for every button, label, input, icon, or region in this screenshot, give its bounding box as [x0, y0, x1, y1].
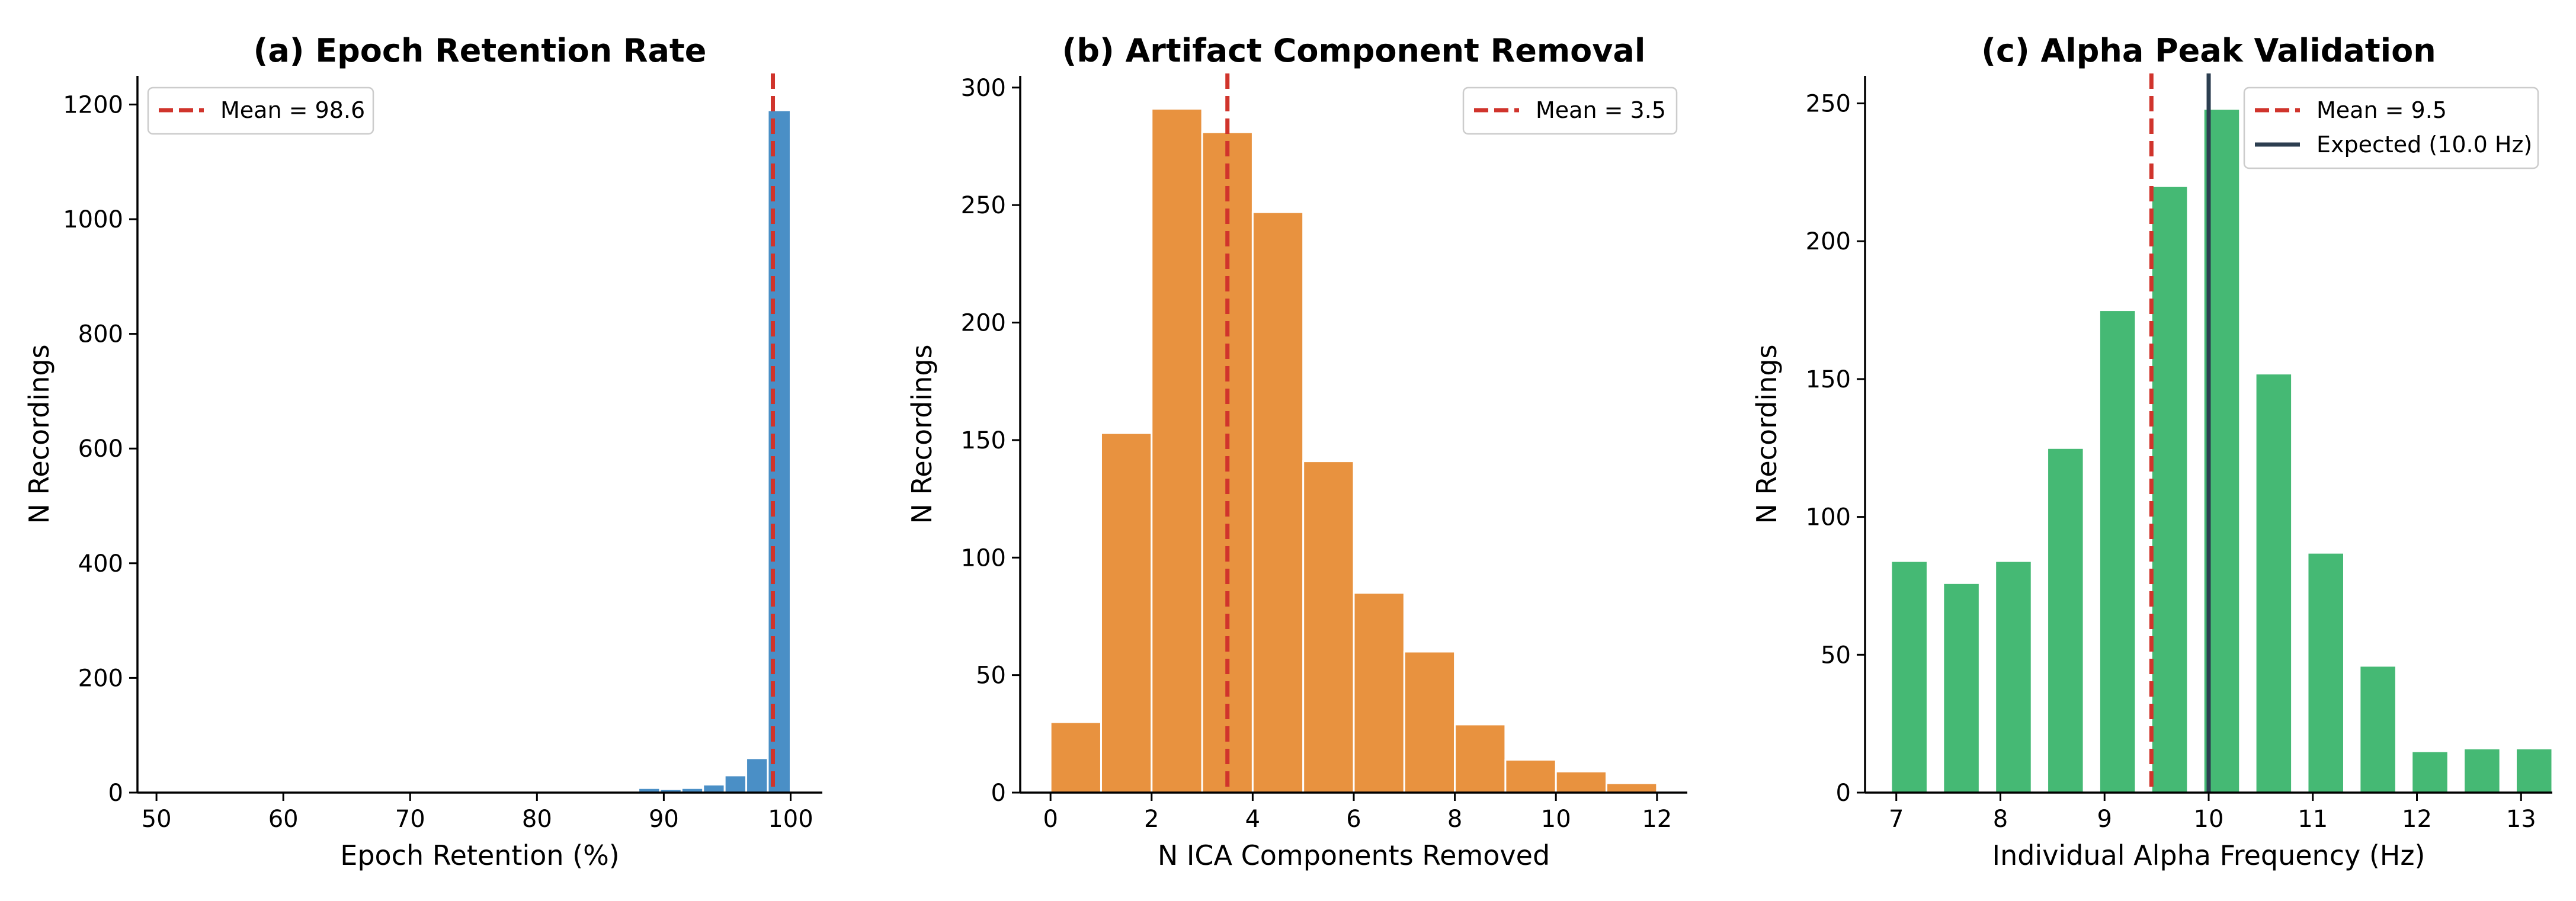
y-tick-label: 250 [961, 192, 1006, 219]
x-tick-label: 70 [395, 806, 425, 833]
histogram-bar [702, 783, 726, 794]
y-tick-label: 0 [1836, 780, 1851, 807]
histogram-bar [2411, 750, 2449, 794]
x-tick-label: 100 [768, 806, 813, 833]
histogram-bar [1890, 560, 1928, 794]
histogram-bar [2150, 185, 2189, 794]
histogram-bar [745, 757, 769, 794]
x-tick-label: 11 [2298, 806, 2328, 833]
y-tick-label: 100 [1806, 504, 1851, 531]
y-tick-label: 200 [961, 310, 1006, 337]
histogram-bar [2254, 373, 2293, 794]
y-tick-label: 1200 [63, 91, 123, 118]
histogram-bar [2306, 551, 2345, 794]
y-axis-label: N Recordings [23, 344, 55, 524]
y-tick-label: 100 [961, 544, 1006, 572]
histogram-bar [2046, 447, 2085, 794]
y-tick-label: 400 [78, 550, 123, 578]
y-axis-label: N Recordings [1751, 344, 1783, 524]
legend-box [1462, 86, 1678, 135]
histogram-bar [1994, 560, 2033, 794]
y-tick-label: 200 [78, 665, 123, 692]
x-tick-label: 6 [1346, 806, 1361, 833]
y-tick-label: 200 [1806, 228, 1851, 255]
histogram-bar [1504, 758, 1557, 794]
y-axis-label: N Recordings [906, 344, 938, 524]
histogram-bar [1353, 592, 1405, 794]
x-axis-label: Epoch Retention (%) [340, 839, 620, 871]
histogram-bar [723, 774, 748, 794]
x-tick-label: 10 [2194, 806, 2224, 833]
histogram-bar [1454, 723, 1507, 794]
x-tick-label: 12 [1642, 806, 1672, 833]
x-axis-label: Individual Alpha Frequency (Hz) [1992, 839, 2426, 871]
histogram-bar [2359, 665, 2397, 794]
chart-title: (c) Alpha Peak Validation [1981, 32, 2436, 69]
y-tick-label: 0 [991, 780, 1006, 807]
legend: Mean = 3.5 [1462, 86, 1678, 135]
y-tick-label: 150 [961, 427, 1006, 454]
histogram-bar [1151, 108, 1203, 794]
y-tick-label: 150 [1806, 366, 1851, 393]
chart-title: (a) Epoch Retention Rate [254, 32, 707, 69]
histogram-bar [1049, 721, 1102, 794]
y-tick-label: 250 [1806, 91, 1851, 118]
legend-entry-mean-label: Mean = 3.5 [1536, 97, 1666, 123]
x-tick-label: 8 [1447, 806, 1462, 833]
x-tick-label: 60 [268, 806, 299, 833]
y-tick-label: 800 [78, 321, 123, 348]
x-tick-label: 13 [2506, 806, 2536, 833]
histogram-bar [1555, 770, 1608, 794]
x-tick-label: 9 [2097, 806, 2112, 833]
legend: Mean = 98.6 [147, 86, 374, 135]
y-tick-label: 300 [961, 75, 1006, 102]
y-tick-label: 50 [1821, 642, 1851, 669]
x-tick-label: 7 [1889, 806, 1904, 833]
histogram-bar [1100, 432, 1153, 794]
x-tick-label: 4 [1245, 806, 1260, 833]
y-tick-label: 600 [78, 435, 123, 463]
panel-c: 7 8 9 10 11 12 13 0 50 100 150 200 250 (c) Alpha Peak… [1751, 32, 2553, 871]
histogram-bar [2514, 748, 2553, 794]
histogram-bar [1606, 782, 1658, 794]
x-tick-label: 12 [2402, 806, 2432, 833]
legend-entry-expected-label: Expected (10.0 Hz) [2317, 132, 2532, 158]
chart-title: (b) Artifact Component Removal [1062, 32, 1646, 69]
x-axis-label: N ICA Components Removed [1158, 839, 1550, 871]
histogram-bar [1403, 650, 1456, 794]
legend-box [147, 86, 374, 135]
histogram-bar [2463, 748, 2501, 794]
legend-entry-mean-label: Mean = 9.5 [2317, 97, 2447, 123]
x-tick-label: 8 [1993, 806, 2008, 833]
histogram-bar [767, 109, 792, 794]
x-tick-label: 50 [142, 806, 172, 833]
y-tick-label: 1000 [63, 206, 123, 233]
histogram-bar [1251, 211, 1305, 794]
panel-b: 0 2 4 6 8 10 12 0 50 100 150 200 250 300 (b) Artifact … [906, 32, 1687, 871]
histogram-bar [2098, 309, 2137, 794]
x-tick-label: 0 [1043, 806, 1058, 833]
x-tick-label: 2 [1144, 806, 1159, 833]
histogram-bar [1942, 582, 1981, 794]
histogram-bar [1302, 460, 1355, 794]
y-tick-label: 50 [976, 662, 1006, 690]
legend: Mean = 9.5 Expected (10.0 Hz) [2243, 86, 2539, 169]
x-tick-label: 90 [649, 806, 679, 833]
x-tick-label: 80 [522, 806, 552, 833]
x-tick-label: 10 [1541, 806, 1571, 833]
legend-entry-mean-label: Mean = 98.6 [220, 97, 365, 123]
y-tick-label: 0 [108, 780, 123, 807]
legend-box [2243, 86, 2539, 169]
